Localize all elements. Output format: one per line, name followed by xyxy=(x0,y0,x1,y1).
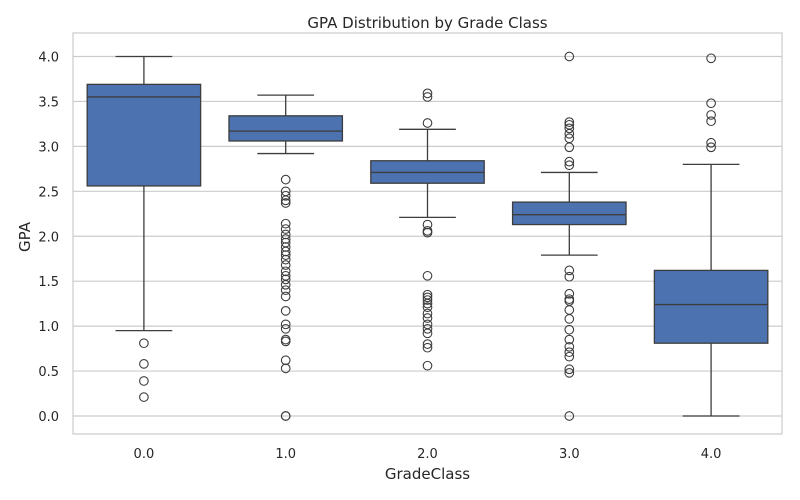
x-tick-label: 0.0 xyxy=(134,447,155,462)
outlier-point xyxy=(139,392,149,402)
outlier-point xyxy=(280,336,291,347)
outlier-point xyxy=(280,224,291,234)
outlier-point xyxy=(564,334,575,345)
outlier-point xyxy=(280,198,291,208)
outlier-point xyxy=(139,376,149,386)
outlier-point xyxy=(564,123,575,134)
iqr-box xyxy=(86,83,202,187)
outlier-point xyxy=(422,360,433,371)
outlier-point xyxy=(564,347,575,358)
outlier-point xyxy=(280,363,291,374)
outlier-point xyxy=(564,288,575,299)
outlier-point xyxy=(422,308,433,319)
outlier-point xyxy=(422,328,433,339)
outlier-point xyxy=(280,285,291,296)
outlier-point xyxy=(280,254,291,265)
outlier-point xyxy=(564,341,575,352)
outlier-point xyxy=(422,298,433,309)
box-group-2-0 xyxy=(370,88,485,371)
x-tick-label: 1.0 xyxy=(275,447,296,462)
outlier-point xyxy=(706,137,716,148)
outlier-point xyxy=(564,411,575,421)
outlier-point xyxy=(564,271,575,282)
y-tick-label: 0.5 xyxy=(38,365,59,380)
outlier-point xyxy=(564,324,575,335)
y-tick-label: 3.5 xyxy=(38,95,59,110)
box-group-3-0 xyxy=(511,51,627,421)
outlier-point xyxy=(706,110,716,120)
outlier-point xyxy=(706,98,716,109)
outlier-point xyxy=(564,314,575,324)
outlier-point xyxy=(422,302,433,313)
outlier-point xyxy=(280,305,291,316)
x-tick-label: 3.0 xyxy=(559,447,580,462)
outlier-point xyxy=(422,227,433,238)
iqr-box xyxy=(511,201,627,226)
outlier-point xyxy=(280,274,291,285)
outlier-point xyxy=(280,195,291,206)
outlier-point xyxy=(422,88,433,99)
outlier-point xyxy=(280,319,291,330)
outlier-point xyxy=(564,51,575,62)
x-axis-label: GradeClass xyxy=(385,465,470,483)
outlier-point xyxy=(422,339,433,349)
outlier-point xyxy=(564,142,575,153)
outlier-point xyxy=(564,128,575,139)
y-axis-label: GPA xyxy=(16,221,34,252)
outlier-point xyxy=(564,160,575,171)
box-group-4-0 xyxy=(653,53,769,417)
outlier-point xyxy=(706,53,716,64)
outlier-point xyxy=(422,292,433,303)
iqr-box xyxy=(228,115,344,142)
outlier-point xyxy=(564,351,575,362)
outlier-point xyxy=(422,295,433,305)
outlier-point xyxy=(706,142,716,153)
outlier-point xyxy=(564,368,575,378)
outlier-point xyxy=(280,218,291,229)
tick-labels: 0.0 0.5 1.0 1.5 2.0 2.5 3.0 3.5 4.0 0.0 1.0 2.0 3.0 4… xyxy=(38,51,721,463)
outlier-point xyxy=(280,250,291,260)
outlier-point xyxy=(422,342,433,353)
box-group-0-0 xyxy=(86,55,202,402)
outlier-point xyxy=(280,411,291,421)
y-tick-label: 4.0 xyxy=(38,51,59,66)
y-tick-label: 3.0 xyxy=(38,140,59,155)
y-tick-label: 1.0 xyxy=(38,320,59,335)
outlier-point xyxy=(422,313,433,323)
iqr-box xyxy=(653,269,769,344)
outlier-point xyxy=(564,117,575,127)
outlier-point xyxy=(706,116,716,127)
boxes-layer xyxy=(86,51,769,421)
y-tick-label: 2.0 xyxy=(38,230,59,245)
outlier-point xyxy=(564,156,575,167)
x-tick-label: 4.0 xyxy=(701,447,722,462)
outlier-point xyxy=(139,359,149,369)
outlier-point xyxy=(280,260,291,270)
outlier-point xyxy=(280,323,291,334)
chart-title: GPA Distribution by Grade Class xyxy=(307,14,547,32)
outlier-point xyxy=(422,118,433,128)
outlier-point xyxy=(139,338,149,349)
outlier-point xyxy=(422,92,433,102)
outlier-point xyxy=(280,190,291,201)
outlier-point xyxy=(280,279,291,290)
outlier-point xyxy=(280,291,291,302)
x-tick-label: 2.0 xyxy=(417,447,438,462)
y-tick-label: 1.5 xyxy=(38,275,59,290)
outlier-point xyxy=(564,265,575,276)
outlier-point xyxy=(422,270,433,281)
box-group-1-0 xyxy=(228,94,344,421)
y-tick-label: 2.5 xyxy=(38,185,59,200)
outlier-point xyxy=(422,323,433,334)
y-tick-label: 0.0 xyxy=(38,410,59,425)
outlier-point xyxy=(564,364,575,375)
outlier-point xyxy=(280,174,291,185)
